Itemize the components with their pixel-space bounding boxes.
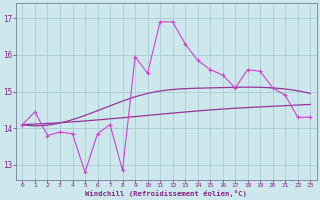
X-axis label: Windchill (Refroidissement éolien,°C): Windchill (Refroidissement éolien,°C) — [85, 190, 247, 197]
